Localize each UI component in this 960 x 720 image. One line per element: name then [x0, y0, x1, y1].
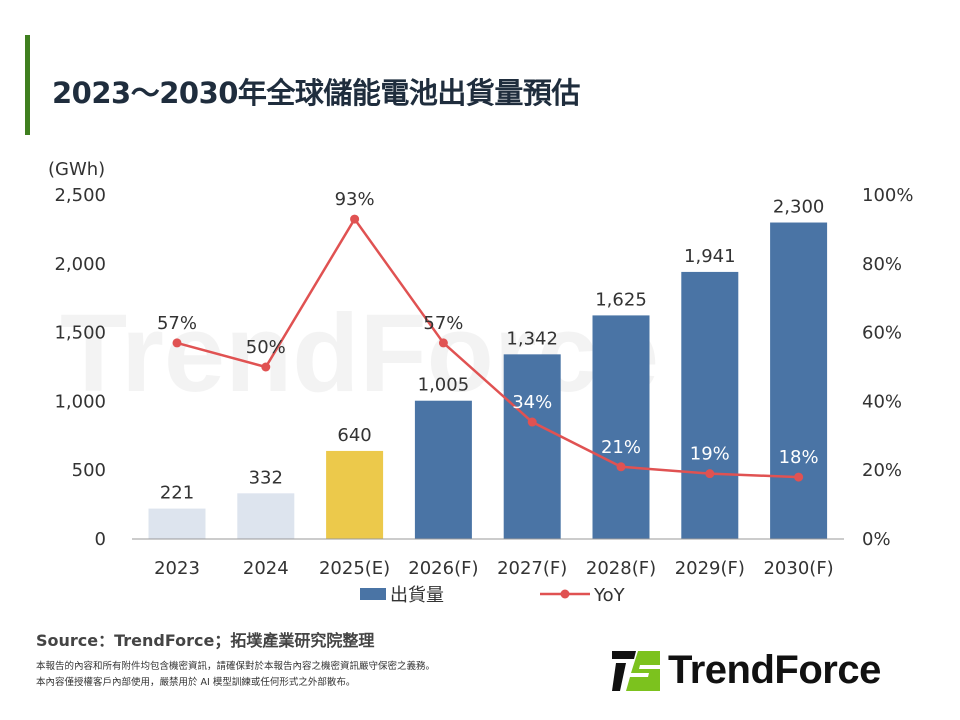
bar-data-label: 1,625: [595, 289, 647, 310]
right-axis-tick: 80%: [862, 254, 902, 275]
yoy-line: [176, 216, 799, 479]
left-axis-tick: 0: [95, 529, 106, 550]
yoy-point: [438, 338, 448, 348]
x-axis-tick: 2026(F): [408, 558, 478, 579]
x-axis-tick: 2025(E): [319, 558, 390, 579]
bar-data-label: 332: [249, 467, 283, 488]
bar: [681, 271, 739, 539]
yoy-point: [794, 472, 804, 482]
bar: [148, 508, 206, 539]
right-axis-tick: 100%: [862, 185, 913, 206]
trendforce-logo: TrendForce: [612, 648, 881, 693]
trendforce-logo-icon: [612, 650, 660, 691]
yoy-data-label: 93%: [335, 189, 375, 210]
bar: [326, 450, 384, 539]
bar: [770, 222, 828, 539]
right-axis-tick: 40%: [862, 391, 902, 412]
bar: [414, 400, 472, 539]
yoy-point: [261, 362, 271, 372]
x-axis-tick: 2027(F): [497, 558, 567, 579]
bar-data-label: 1,342: [506, 328, 558, 349]
legend-bar-label: 出貨量: [390, 585, 444, 606]
x-axis-tick: 2028(F): [586, 558, 656, 579]
bar: [503, 354, 561, 539]
bar: [237, 493, 295, 539]
left-axis-tick: 2,000: [54, 254, 106, 275]
title-accent-bar: [25, 35, 30, 135]
bar-data-label: 2,300: [773, 197, 825, 218]
bar-data-label: 1,005: [418, 375, 470, 396]
confidential-note-2: 本內容僅授權客戶內部使用，嚴禁用於 AI 模型訓練或任何形式之外部散布。: [36, 677, 356, 688]
chart: (GWh) 0 500 1,000 1,500 2,000 2,500 0% 20% 40% 60%…: [48, 159, 913, 606]
left-axis-tick: 1,500: [54, 323, 106, 344]
x-axis-tick: 2030(F): [763, 558, 833, 579]
bar-data-label: 640: [337, 425, 371, 446]
yoy-data-label: 19%: [690, 444, 730, 465]
x-axis-tick: 2023: [154, 558, 200, 579]
x-axis-tick: 2024: [243, 558, 289, 579]
bar-data-label: 1,941: [684, 246, 736, 267]
source-text: Source：TrendForce；拓墣產業研究院整理: [36, 631, 375, 650]
left-axis-tick: 2,500: [54, 185, 106, 206]
yoy-data-label: 21%: [601, 437, 641, 458]
yoy-data-label: 50%: [246, 337, 286, 358]
confidential-note-1: 本報告的內容和所有附件均包含機密資訊，請確保對於本報告內容之機密資訊嚴守保密之義…: [36, 661, 436, 672]
yoy-point: [705, 469, 715, 479]
yoy-point: [527, 417, 537, 427]
yoy-data-label: 18%: [779, 447, 819, 468]
yoy-point: [616, 462, 626, 472]
yoy-data-label: 34%: [512, 392, 552, 413]
left-axis-tick: 1,000: [54, 391, 106, 412]
x-axis-tick: 2029(F): [675, 558, 745, 579]
yoy-point: [350, 214, 360, 224]
trendforce-logo-text: TrendForce: [668, 648, 881, 692]
left-axis-unit: (GWh): [48, 159, 105, 180]
right-axis-tick: 0%: [862, 529, 891, 550]
yoy-data-label: 57%: [157, 313, 197, 334]
page-title: 2023～2030年全球儲能電池出貨量預估: [52, 76, 580, 110]
left-axis-tick: 500: [72, 460, 106, 481]
yoy-data-label: 57%: [423, 313, 463, 334]
bar-data-label: 221: [160, 483, 194, 504]
legend-line-label: YoY: [593, 585, 626, 606]
right-axis-tick: 60%: [862, 323, 902, 344]
bar: [592, 315, 650, 539]
right-axis-tick: 20%: [862, 460, 902, 481]
legend-line-marker: [560, 589, 570, 599]
yoy-point: [172, 338, 182, 348]
legend-bar-swatch: [360, 588, 386, 600]
